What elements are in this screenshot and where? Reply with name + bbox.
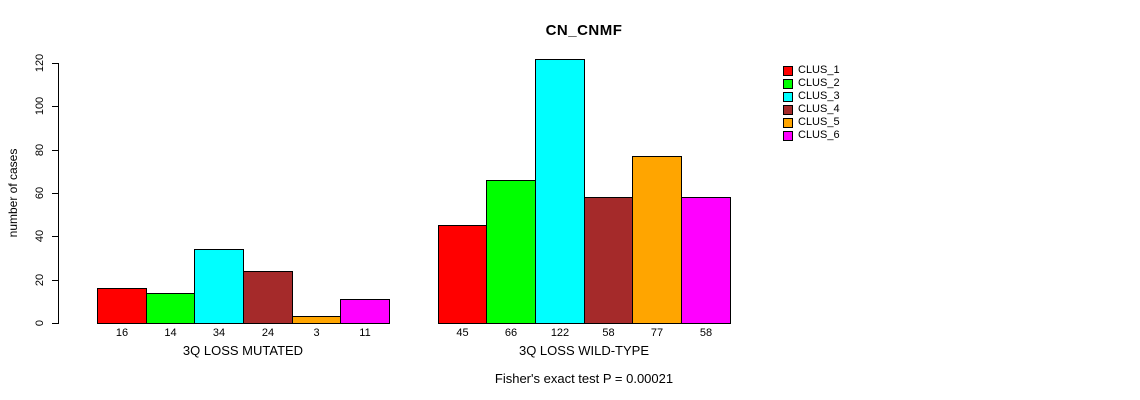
legend-color-swatch	[783, 78, 793, 89]
bar	[194, 249, 244, 324]
bar-value-label: 66	[504, 327, 518, 339]
y-axis-tick-label: 60	[34, 186, 46, 200]
bar-value-label: 34	[212, 327, 226, 339]
y-axis-tick	[52, 236, 58, 237]
legend-label: CLUS_3	[798, 90, 840, 102]
y-axis-tick-label: 0	[34, 319, 46, 327]
y-axis-tick-label: 40	[34, 229, 46, 243]
y-axis-tick	[52, 280, 58, 281]
legend-color-swatch	[783, 65, 793, 76]
legend: CLUS_1 CLUS_2 CLUS_3 CLUS_4 CLUS_5 CLUS_6	[783, 64, 840, 142]
bar	[632, 156, 682, 324]
bar	[340, 299, 390, 324]
bar-value-label: 58	[602, 327, 615, 339]
legend-item: CLUS_4	[783, 103, 840, 116]
group-label: 3Q LOSS MUTATED	[182, 343, 304, 358]
chart-title: CN_CNMF	[545, 22, 623, 39]
bar	[681, 197, 731, 324]
legend-label: CLUS_1	[798, 64, 840, 76]
y-axis-tick-label: 80	[34, 143, 46, 157]
legend-item: CLUS_3	[783, 90, 840, 103]
y-axis-title: number of cases	[6, 148, 20, 238]
bar	[438, 225, 487, 324]
annotation-text: Fisher's exact test P = 0.00021	[494, 371, 674, 386]
legend-color-swatch	[783, 104, 793, 115]
y-axis-tick	[52, 106, 58, 107]
y-axis-tick	[52, 193, 58, 194]
legend-label: CLUS_2	[798, 77, 840, 89]
y-axis-tick	[52, 323, 58, 324]
legend-item: CLUS_6	[783, 129, 840, 142]
group-label: 3Q LOSS WILD-TYPE	[518, 343, 650, 358]
bar-value-label: 77	[650, 327, 664, 339]
bar-value-label: 11	[359, 327, 371, 339]
bar	[486, 180, 536, 324]
y-axis-tick-label: 100	[34, 96, 46, 116]
legend-item: CLUS_5	[783, 116, 840, 129]
legend-label: CLUS_6	[798, 129, 840, 141]
legend-item: CLUS_1	[783, 64, 840, 77]
y-axis-line	[58, 63, 59, 324]
y-axis-tick	[52, 63, 58, 64]
bar	[146, 293, 195, 324]
bar-value-label: 14	[164, 327, 177, 339]
bar-value-label: 122	[550, 327, 570, 339]
y-axis-tick	[52, 150, 58, 151]
bar	[584, 197, 633, 324]
legend-color-swatch	[783, 130, 793, 141]
bar-value-label: 16	[115, 327, 129, 339]
bar-value-label: 58	[699, 327, 713, 339]
bar	[243, 271, 293, 324]
legend-label: CLUS_4	[798, 103, 840, 115]
bar	[535, 59, 585, 324]
bar	[292, 316, 341, 324]
legend-color-swatch	[783, 117, 793, 128]
legend-color-swatch	[783, 91, 793, 102]
bar-value-label: 45	[456, 327, 469, 339]
y-axis-tick-label: 20	[34, 273, 46, 287]
bar-value-label: 24	[261, 327, 275, 339]
bar	[97, 288, 147, 324]
legend-item: CLUS_2	[783, 77, 840, 90]
y-axis-tick-label: 120	[34, 53, 46, 73]
legend-label: CLUS_5	[798, 116, 840, 128]
bar-value-label: 3	[313, 327, 320, 339]
